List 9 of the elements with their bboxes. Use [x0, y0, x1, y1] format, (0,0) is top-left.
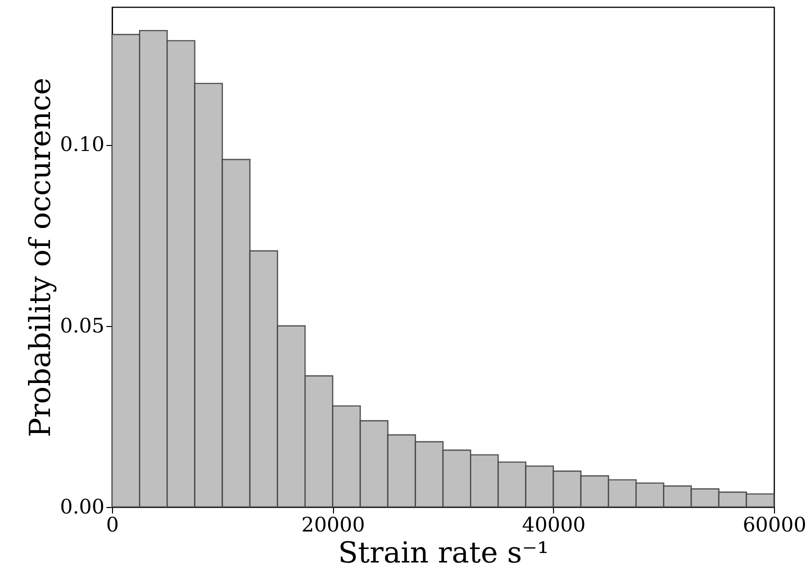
x-tick-label: 60000 — [742, 512, 806, 536]
x-axis-title: Strain rate s⁻¹ — [338, 536, 549, 570]
y-tick-label: 0.10 — [60, 132, 104, 156]
x-tick-label: 40000 — [522, 512, 586, 536]
y-tick-label: 0.00 — [60, 494, 104, 518]
y-tick-label: 0.05 — [60, 313, 104, 338]
y-axis-title: Probability of occurence — [22, 78, 57, 438]
x-tick-label: 0 — [106, 512, 119, 536]
x-tick-label: 20000 — [301, 512, 365, 536]
